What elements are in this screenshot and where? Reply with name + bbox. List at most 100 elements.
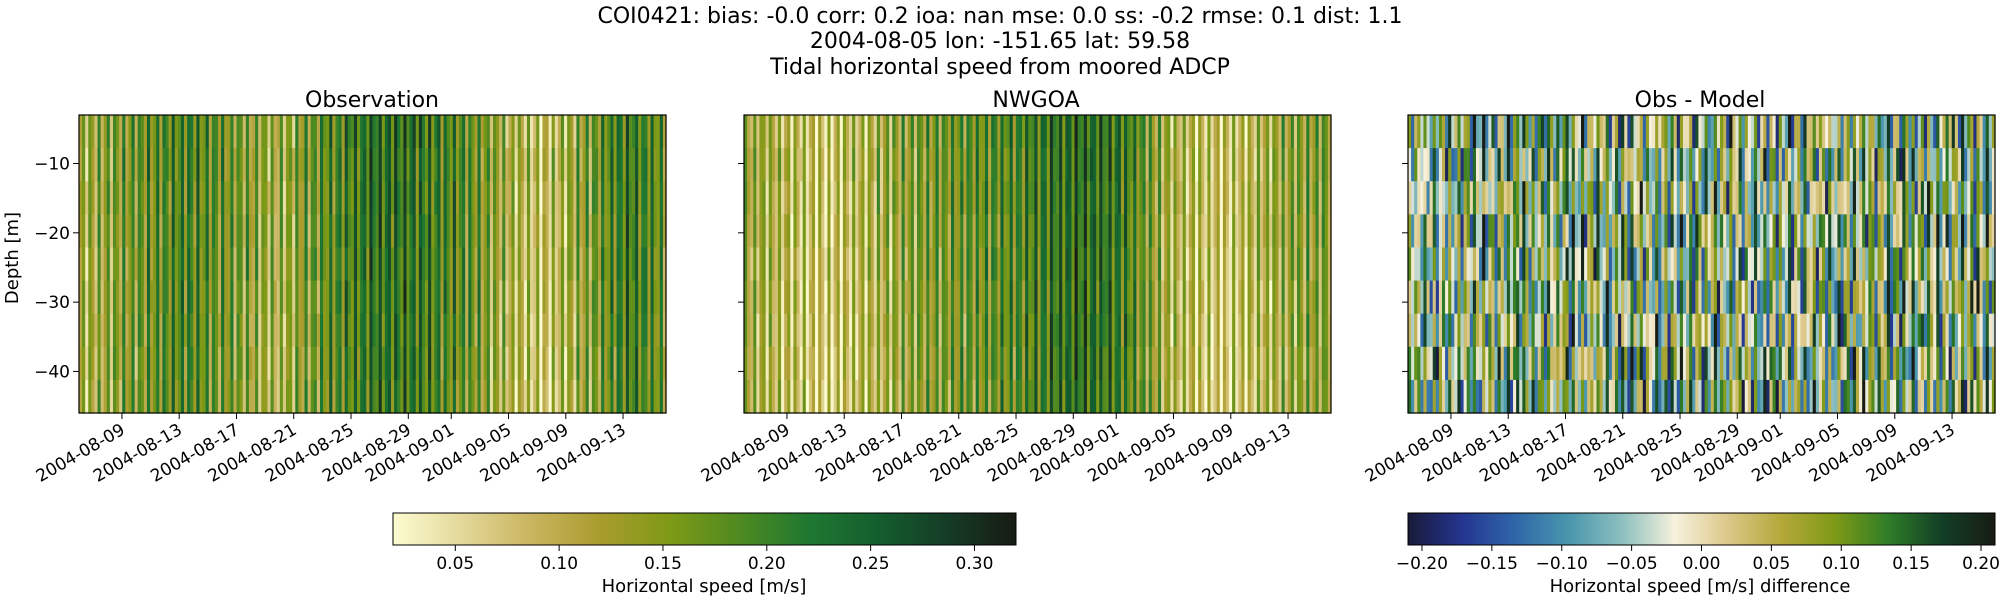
heatmap-cell	[753, 247, 757, 282]
heatmap-cell	[1803, 379, 1808, 414]
heatmap-cell	[1114, 379, 1119, 414]
heatmap-cell	[1636, 148, 1641, 182]
heatmap-cell	[1173, 313, 1178, 348]
heatmap-cell	[892, 313, 896, 348]
heatmap-cell	[1136, 379, 1141, 414]
heatmap-cell	[168, 346, 173, 381]
heatmap-cell	[397, 148, 401, 182]
heatmap-cell	[109, 181, 114, 215]
heatmap-cell	[338, 148, 343, 182]
heatmap-cell	[1043, 379, 1048, 414]
heatmap-cell	[452, 346, 457, 381]
heatmap-cell	[292, 280, 296, 315]
heatmap-cell	[1009, 313, 1014, 348]
heatmap-cell	[607, 214, 611, 249]
heatmap-cell	[1726, 148, 1730, 182]
heatmap-cell	[622, 313, 627, 348]
heatmap-cell	[319, 148, 324, 182]
heatmap-cell	[289, 313, 293, 348]
heatmap-cell	[1738, 115, 1743, 149]
heatmap-cell	[1034, 379, 1039, 414]
heatmap-cell	[1608, 214, 1613, 249]
heatmap-cell	[85, 313, 89, 348]
heatmap-cell	[747, 181, 751, 215]
heatmap-cell	[425, 247, 429, 282]
heatmap-cell	[1275, 280, 1280, 315]
heatmap-cell	[85, 280, 89, 315]
heatmap-cell	[879, 313, 884, 348]
heatmap-cell	[1494, 181, 1499, 215]
heatmap-cell	[1624, 247, 1628, 282]
heatmap-cell	[907, 379, 912, 414]
heatmap-cell	[1704, 181, 1709, 215]
heatmap-cell	[1448, 247, 1452, 282]
heatmap-cell	[1698, 280, 1703, 315]
heatmap-cell	[1581, 115, 1585, 149]
heatmap-cell	[1920, 379, 1925, 414]
heatmap-cell	[1003, 379, 1008, 414]
heatmap-cell	[1049, 280, 1054, 315]
heatmap-cell	[276, 313, 281, 348]
heatmap-cell	[591, 181, 596, 215]
heatmap-cell	[316, 313, 321, 348]
heatmap-cell	[1550, 313, 1554, 348]
heatmap-cell	[1679, 214, 1684, 249]
heatmap-cell	[1182, 181, 1187, 215]
heatmap-cell	[1235, 379, 1239, 414]
heatmap-cell	[1618, 247, 1622, 282]
heatmap-cell	[913, 247, 918, 282]
heatmap-cell	[1837, 115, 1842, 149]
heatmap-cell	[833, 313, 838, 348]
heatmap-cell	[932, 313, 937, 348]
heatmap-cell	[397, 313, 401, 348]
heatmap-cell	[870, 313, 875, 348]
heatmap-cell	[1216, 313, 1221, 348]
heatmap-cell	[1614, 280, 1619, 315]
heatmap-cell	[1269, 313, 1273, 348]
heatmap-cell	[1500, 214, 1505, 249]
heatmap-cell	[1306, 379, 1310, 414]
heatmap-cell	[1120, 379, 1125, 414]
heatmap-cell	[864, 313, 869, 348]
heatmap-cell	[1423, 247, 1428, 282]
heatmap-cell	[1043, 247, 1048, 282]
suptitle-line-3: Tidal horizontal speed from moored ADCP	[769, 55, 1230, 80]
heatmap-cell	[119, 313, 123, 348]
heatmap-cell	[1698, 115, 1703, 149]
heatmap-cell	[146, 379, 151, 414]
heatmap-cell	[1908, 280, 1913, 315]
heatmap-cell	[1040, 313, 1045, 348]
heatmap-cell	[1210, 313, 1215, 348]
heatmap-cell	[245, 379, 250, 414]
heatmap-cell	[199, 247, 204, 282]
heatmap-cell	[811, 247, 816, 282]
heatmap-cell	[177, 148, 182, 182]
heatmap-cell	[1825, 313, 1829, 348]
heatmap-cell	[1145, 115, 1150, 149]
heatmap-cell	[1584, 181, 1588, 215]
heatmap-cell	[140, 148, 145, 182]
heatmap-cell	[428, 214, 432, 249]
heatmap-cell	[796, 148, 801, 182]
heatmap-cell	[1760, 346, 1764, 381]
heatmap-cell	[465, 313, 469, 348]
heatmap-cell	[554, 214, 559, 249]
heatmap-cell	[1185, 247, 1190, 282]
heatmap-cell	[579, 346, 584, 381]
heatmap-cell	[1266, 115, 1270, 149]
heatmap-cell	[536, 346, 540, 381]
heatmap-cell	[1599, 379, 1604, 414]
heatmap-cell	[811, 313, 816, 348]
heatmap-cell	[1451, 379, 1455, 414]
heatmap-cell	[236, 214, 241, 249]
heatmap-cell	[205, 346, 210, 381]
heatmap-cell	[1893, 181, 1897, 215]
heatmap-cell	[1093, 181, 1097, 215]
heatmap-cell	[100, 181, 105, 215]
heatmap-cell	[632, 247, 636, 282]
heatmap-cell	[184, 214, 188, 249]
heatmap-cell	[1673, 379, 1678, 414]
heatmap-cell	[91, 379, 96, 414]
heatmap-cell	[1167, 247, 1171, 282]
heatmap-cell	[1188, 313, 1193, 348]
